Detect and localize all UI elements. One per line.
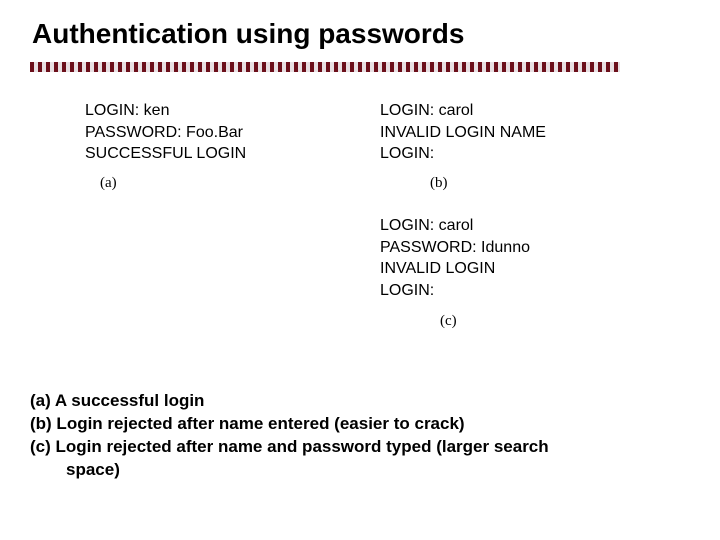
panel-a: LOGIN: ken PASSWORD: Foo.Bar SUCCESSFUL … (85, 100, 246, 165)
bullet-b: (b) Login rejected after name entered (e… (30, 413, 690, 436)
panel-c: LOGIN: carol PASSWORD: Idunno INVALID LO… (380, 215, 530, 301)
caption-c: (c) (440, 313, 457, 330)
caption-a: (a) (100, 175, 117, 192)
panel-c-line-4: LOGIN: (380, 280, 530, 302)
panel-c-line-3: INVALID LOGIN (380, 258, 530, 280)
panel-b-line-2: INVALID LOGIN NAME (380, 122, 546, 144)
bullet-c-line-1: (c) Login rejected after name and passwo… (30, 436, 690, 459)
bullet-list: (a) A successful login (b) Login rejecte… (30, 390, 690, 482)
title-underline (30, 62, 620, 72)
panel-b-line-1: LOGIN: carol (380, 100, 546, 122)
bullet-c-line-2: space) (30, 459, 690, 482)
slide: Authentication using passwords LOGIN: ke… (0, 0, 720, 540)
panel-c-line-2: PASSWORD: Idunno (380, 237, 530, 259)
panel-b: LOGIN: carol INVALID LOGIN NAME LOGIN: (380, 100, 546, 165)
panel-a-line-2: PASSWORD: Foo.Bar (85, 122, 246, 144)
panel-c-line-1: LOGIN: carol (380, 215, 530, 237)
caption-b: (b) (430, 175, 448, 192)
slide-title: Authentication using passwords (32, 18, 464, 50)
panel-a-line-3: SUCCESSFUL LOGIN (85, 143, 246, 165)
panel-a-line-1: LOGIN: ken (85, 100, 246, 122)
bullet-a: (a) A successful login (30, 390, 690, 413)
panel-b-line-3: LOGIN: (380, 143, 546, 165)
